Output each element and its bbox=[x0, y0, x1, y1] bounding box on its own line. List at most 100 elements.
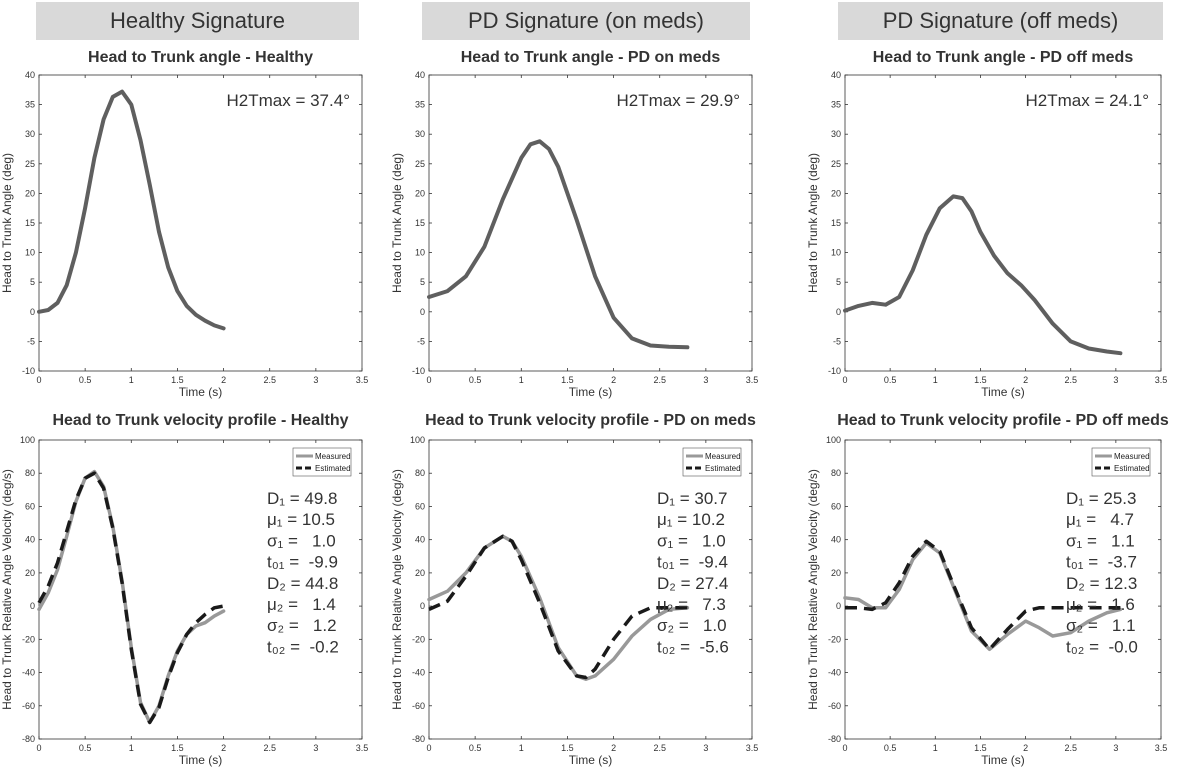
param-line: D₁ = 49.8 bbox=[267, 489, 337, 508]
param-line: t₀₂ = -5.6 bbox=[657, 637, 729, 656]
param-line: μ₂ = 1.6 bbox=[1066, 595, 1135, 614]
x-tick-label: 0 bbox=[426, 743, 431, 753]
y-tick-label: 35 bbox=[25, 100, 35, 110]
y-tick-label: 30 bbox=[25, 129, 35, 139]
legend-label-measured: Measured bbox=[315, 452, 351, 461]
legend-label-measured: Measured bbox=[705, 452, 741, 461]
param-line: t₀₁ = -9.9 bbox=[267, 553, 338, 572]
param-line: σ₂ = 1.2 bbox=[267, 616, 337, 635]
param-line: D₂ = 44.8 bbox=[267, 574, 338, 593]
x-tick-label: 1.5 bbox=[171, 743, 184, 753]
x-tick-label: 1.5 bbox=[561, 375, 574, 385]
x-tick-label: 3 bbox=[313, 743, 318, 753]
param-line: t₀₁ = -3.7 bbox=[1066, 553, 1137, 572]
legend: Measured Estimated bbox=[682, 447, 742, 477]
y-tick-label: 80 bbox=[25, 468, 35, 478]
y-tick-label: -20 bbox=[22, 634, 35, 644]
x-tick-label: 1.5 bbox=[974, 375, 987, 385]
x-axis-label: Time (s) bbox=[179, 385, 223, 399]
series-line-measured bbox=[37, 469, 226, 725]
x-tick-label: 2 bbox=[221, 743, 226, 753]
y-tick-label: 15 bbox=[25, 218, 35, 228]
y-tick-label: 40 bbox=[415, 70, 425, 80]
y-axis-label: Head to Trunk Angle (deg) bbox=[390, 153, 404, 293]
x-tick-label: 1 bbox=[129, 743, 134, 753]
x-tick-label: 2 bbox=[1023, 743, 1028, 753]
y-tick-label: 40 bbox=[25, 70, 35, 80]
param-line: μ₁ = 4.7 bbox=[1066, 510, 1134, 529]
column-header-pd-off-meds: PD Signature (off meds) bbox=[838, 2, 1163, 40]
x-tick-label: 0.5 bbox=[79, 743, 92, 753]
legend: Measured Estimated bbox=[292, 447, 352, 477]
x-tick-label: 1 bbox=[933, 375, 938, 385]
legend-box bbox=[1091, 447, 1151, 477]
x-tick-label: 2.5 bbox=[263, 743, 276, 753]
param-line: σ₁ = 1.0 bbox=[267, 531, 336, 550]
x-tick-label: 3 bbox=[703, 375, 708, 385]
h2tmax-annotation: H2Tmax = 37.4° bbox=[227, 91, 351, 110]
series-line-angle bbox=[843, 194, 1123, 356]
param-line: σ₁ = 1.1 bbox=[1066, 531, 1135, 550]
y-tick-label: 10 bbox=[831, 248, 841, 258]
param-line: D₁ = 30.7 bbox=[657, 489, 727, 508]
y-tick-label: -20 bbox=[412, 634, 425, 644]
y-tick-label: 0 bbox=[836, 601, 841, 611]
y-tick-label: 25 bbox=[831, 159, 841, 169]
x-tick-label: 1 bbox=[519, 375, 524, 385]
param-line: t₀₂ = -0.2 bbox=[267, 637, 339, 656]
x-tick-label: 1.5 bbox=[974, 743, 987, 753]
y-tick-label: 5 bbox=[420, 277, 425, 287]
chart-title: Head to Trunk angle - PD off meds bbox=[873, 49, 1134, 66]
y-tick-label: 40 bbox=[415, 535, 425, 545]
x-tick-label: 1 bbox=[519, 743, 524, 753]
y-tick-label: 0 bbox=[30, 307, 35, 317]
plot-frame bbox=[428, 439, 753, 740]
y-tick-label: 40 bbox=[25, 535, 35, 545]
y-tick-label: -10 bbox=[22, 366, 35, 376]
y-tick-label: -5 bbox=[833, 336, 841, 346]
y-tick-label: -80 bbox=[412, 734, 425, 744]
legend: Measured Estimated bbox=[1091, 447, 1151, 477]
y-tick-label: 10 bbox=[25, 248, 35, 258]
plot-frame bbox=[844, 74, 1162, 372]
param-line: t₀₂ = -0.0 bbox=[1066, 637, 1138, 656]
y-tick-label: 20 bbox=[25, 568, 35, 578]
y-tick-label: 40 bbox=[831, 535, 841, 545]
param-line: D₂ = 27.4 bbox=[657, 574, 728, 593]
chart-title: Head to Trunk velocity profile - Healthy bbox=[52, 412, 348, 429]
y-tick-label: 10 bbox=[415, 248, 425, 258]
y-tick-label: 30 bbox=[415, 129, 425, 139]
plot-frame bbox=[38, 439, 363, 740]
legend-label-estimated: Estimated bbox=[315, 464, 351, 473]
x-tick-label: 0.5 bbox=[79, 375, 92, 385]
y-tick-label: 30 bbox=[831, 129, 841, 139]
y-tick-label: -60 bbox=[412, 701, 425, 711]
y-tick-label: 100 bbox=[826, 435, 841, 445]
chart-title: Head to Trunk angle - PD on meds bbox=[461, 49, 721, 66]
x-tick-label: 3.5 bbox=[746, 743, 759, 753]
y-axis-label: Head to Trunk Relative Angle Velocity (d… bbox=[0, 469, 14, 710]
x-tick-label: 3 bbox=[313, 375, 318, 385]
param-line: σ₁ = 1.0 bbox=[657, 531, 726, 550]
y-tick-label: 40 bbox=[831, 70, 841, 80]
x-tick-label: 1.5 bbox=[171, 375, 184, 385]
y-tick-label: -10 bbox=[828, 366, 841, 376]
y-tick-label: 60 bbox=[415, 501, 425, 511]
legend-box bbox=[682, 447, 742, 477]
chart-panel-2: Head to Trunk angle - PD on meds 0 0.5 1 1.5… bbox=[390, 49, 758, 399]
chart-panel-6: Head to Trunk velocity profile - PD off … bbox=[806, 412, 1169, 767]
y-tick-label: 25 bbox=[25, 159, 35, 169]
x-axis-label: Time (s) bbox=[981, 385, 1025, 399]
y-axis-label: Head to Trunk Angle (deg) bbox=[806, 153, 820, 293]
x-tick-label: 0.5 bbox=[469, 375, 482, 385]
x-tick-label: 3.5 bbox=[746, 375, 759, 385]
param-line: σ₂ = 1.1 bbox=[1066, 616, 1136, 635]
y-tick-label: 60 bbox=[831, 501, 841, 511]
param-line: μ₁ = 10.2 bbox=[657, 510, 725, 529]
y-tick-label: 15 bbox=[415, 218, 425, 228]
x-tick-label: 3.5 bbox=[356, 375, 369, 385]
param-line: μ₂ = 1.4 bbox=[267, 595, 336, 614]
y-tick-label: 20 bbox=[831, 188, 841, 198]
y-tick-label: 0 bbox=[30, 601, 35, 611]
y-tick-label: 15 bbox=[831, 218, 841, 228]
